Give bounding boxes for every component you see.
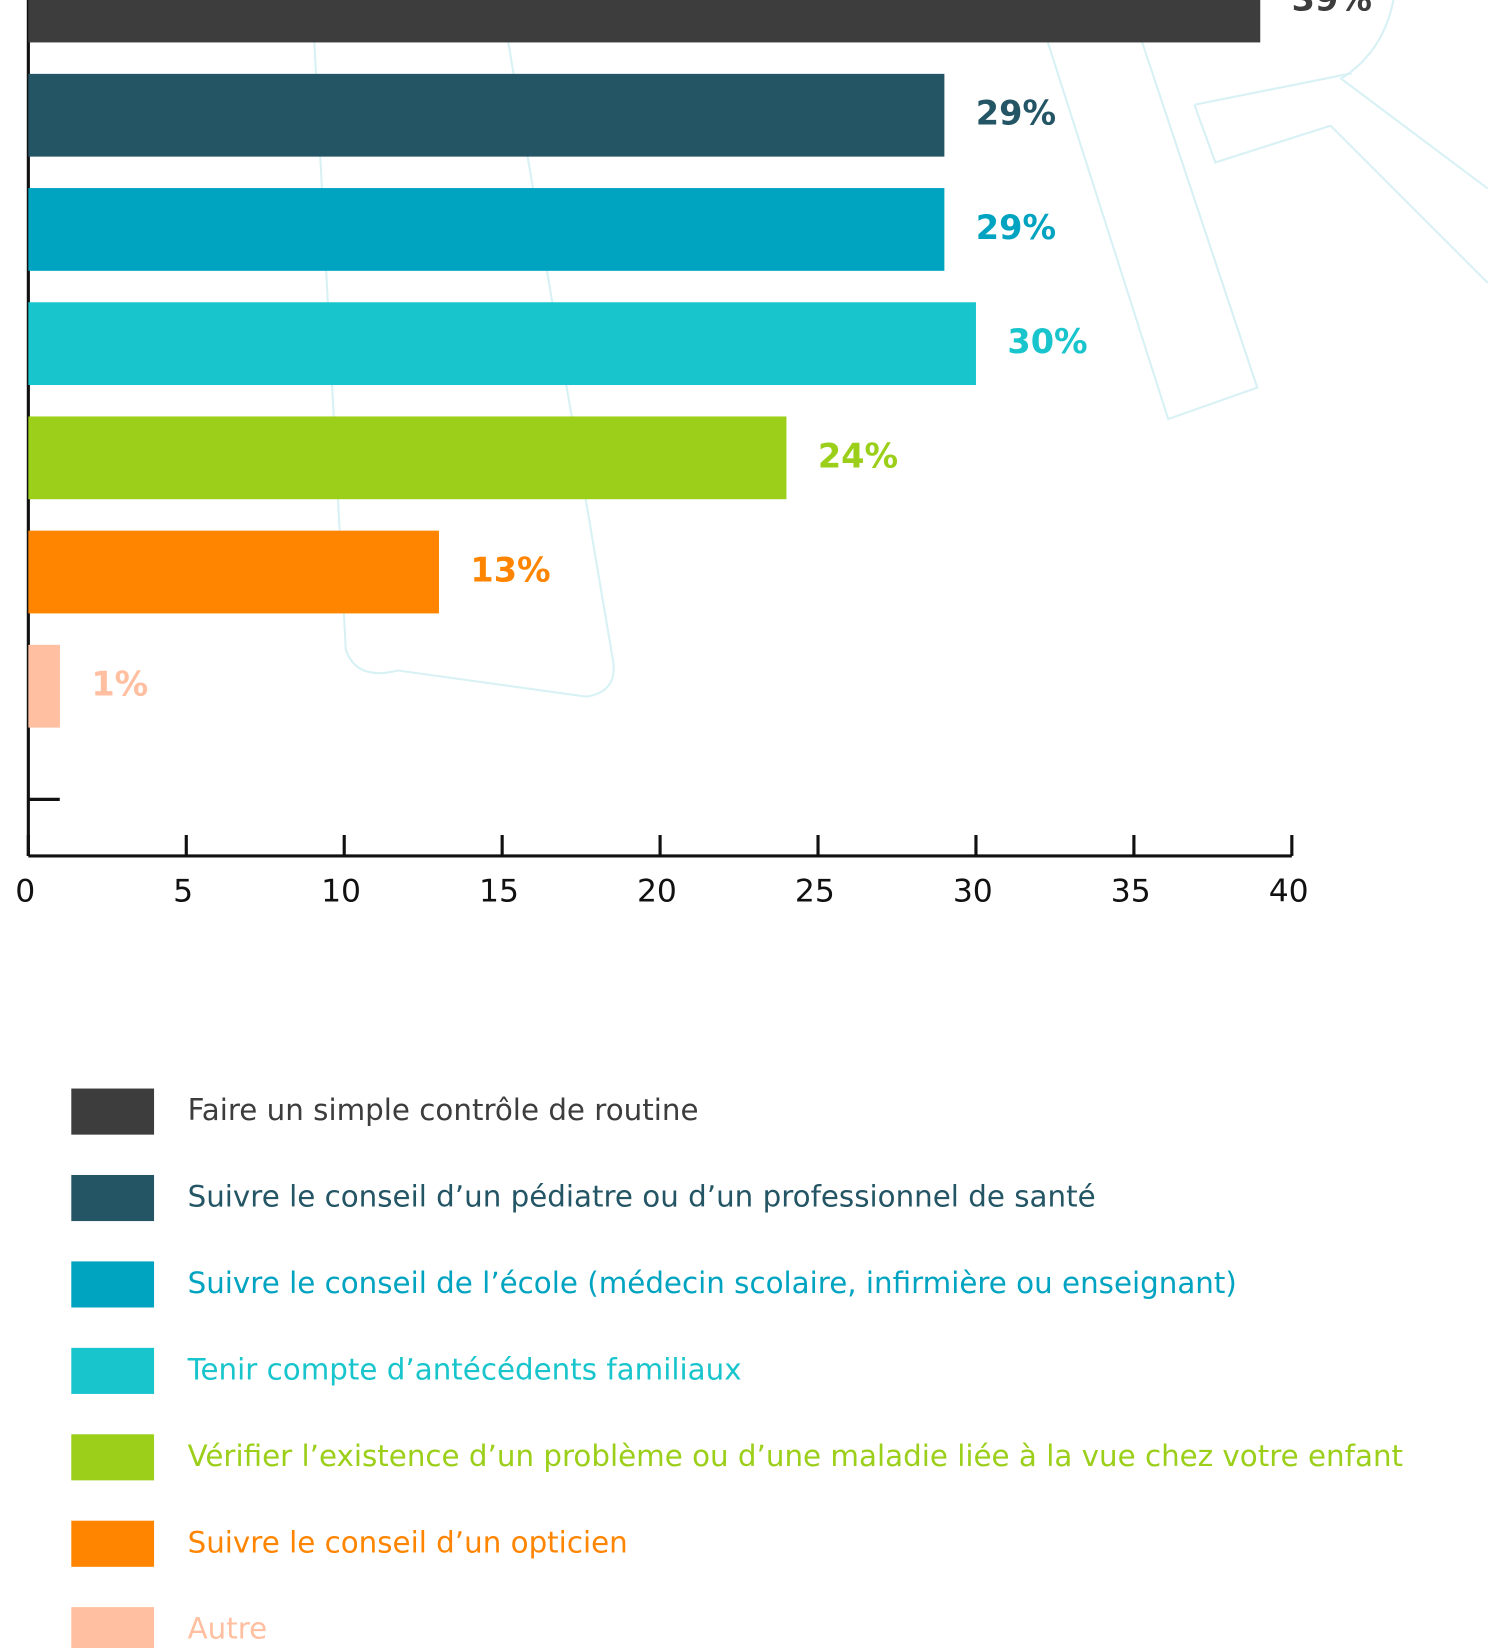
value-label: 30% [1007,322,1087,361]
value-label: 39% [1292,0,1372,19]
legend-swatch [71,1261,155,1308]
legend-label: Vérifier l’existence d’un problème ou d’… [188,1439,1403,1473]
legend-swatch [71,1347,155,1394]
legend-label: Suivre le conseil d’un pédiatre ou d’un … [188,1180,1096,1214]
bar [28,0,1261,43]
value-label: 13% [470,551,550,590]
legend-swatch [71,1520,155,1567]
x-tick-label: 5 [173,874,193,910]
legend-swatch [71,1607,155,1648]
legend-swatch [71,1434,155,1481]
bar [28,530,439,614]
watermark [313,0,1489,698]
bar [28,73,945,157]
legend-swatch [71,1174,155,1222]
x-tick-label: 15 [479,874,519,910]
x-tick-label: 35 [1111,874,1151,910]
value-label: 29% [976,94,1056,133]
legend-label: Suivre le conseil d’un opticien [188,1525,628,1559]
value-label: 29% [976,208,1056,247]
legend-label: Suivre le conseil de l’école (médecin sc… [188,1266,1237,1300]
legend-label: Tenir compte d’antécédents familiaux [187,1352,742,1386]
x-tick-label: 40 [1269,874,1309,910]
x-tick-label: 20 [637,874,677,910]
x-tick-label: 10 [321,874,361,910]
bar [28,302,976,386]
value-label: 1% [91,665,148,704]
bar [28,188,945,271]
value-label: 24% [818,436,898,475]
legend-label: Autre [188,1612,268,1646]
x-tick-label: 0 [15,874,35,910]
bar [28,644,60,728]
legend-swatch [71,1088,155,1135]
x-tick-label: 25 [795,874,835,910]
x-tick-label: 30 [953,874,993,910]
bar [28,416,787,500]
legend-label: Faire un simple contrôle de routine [188,1093,699,1127]
